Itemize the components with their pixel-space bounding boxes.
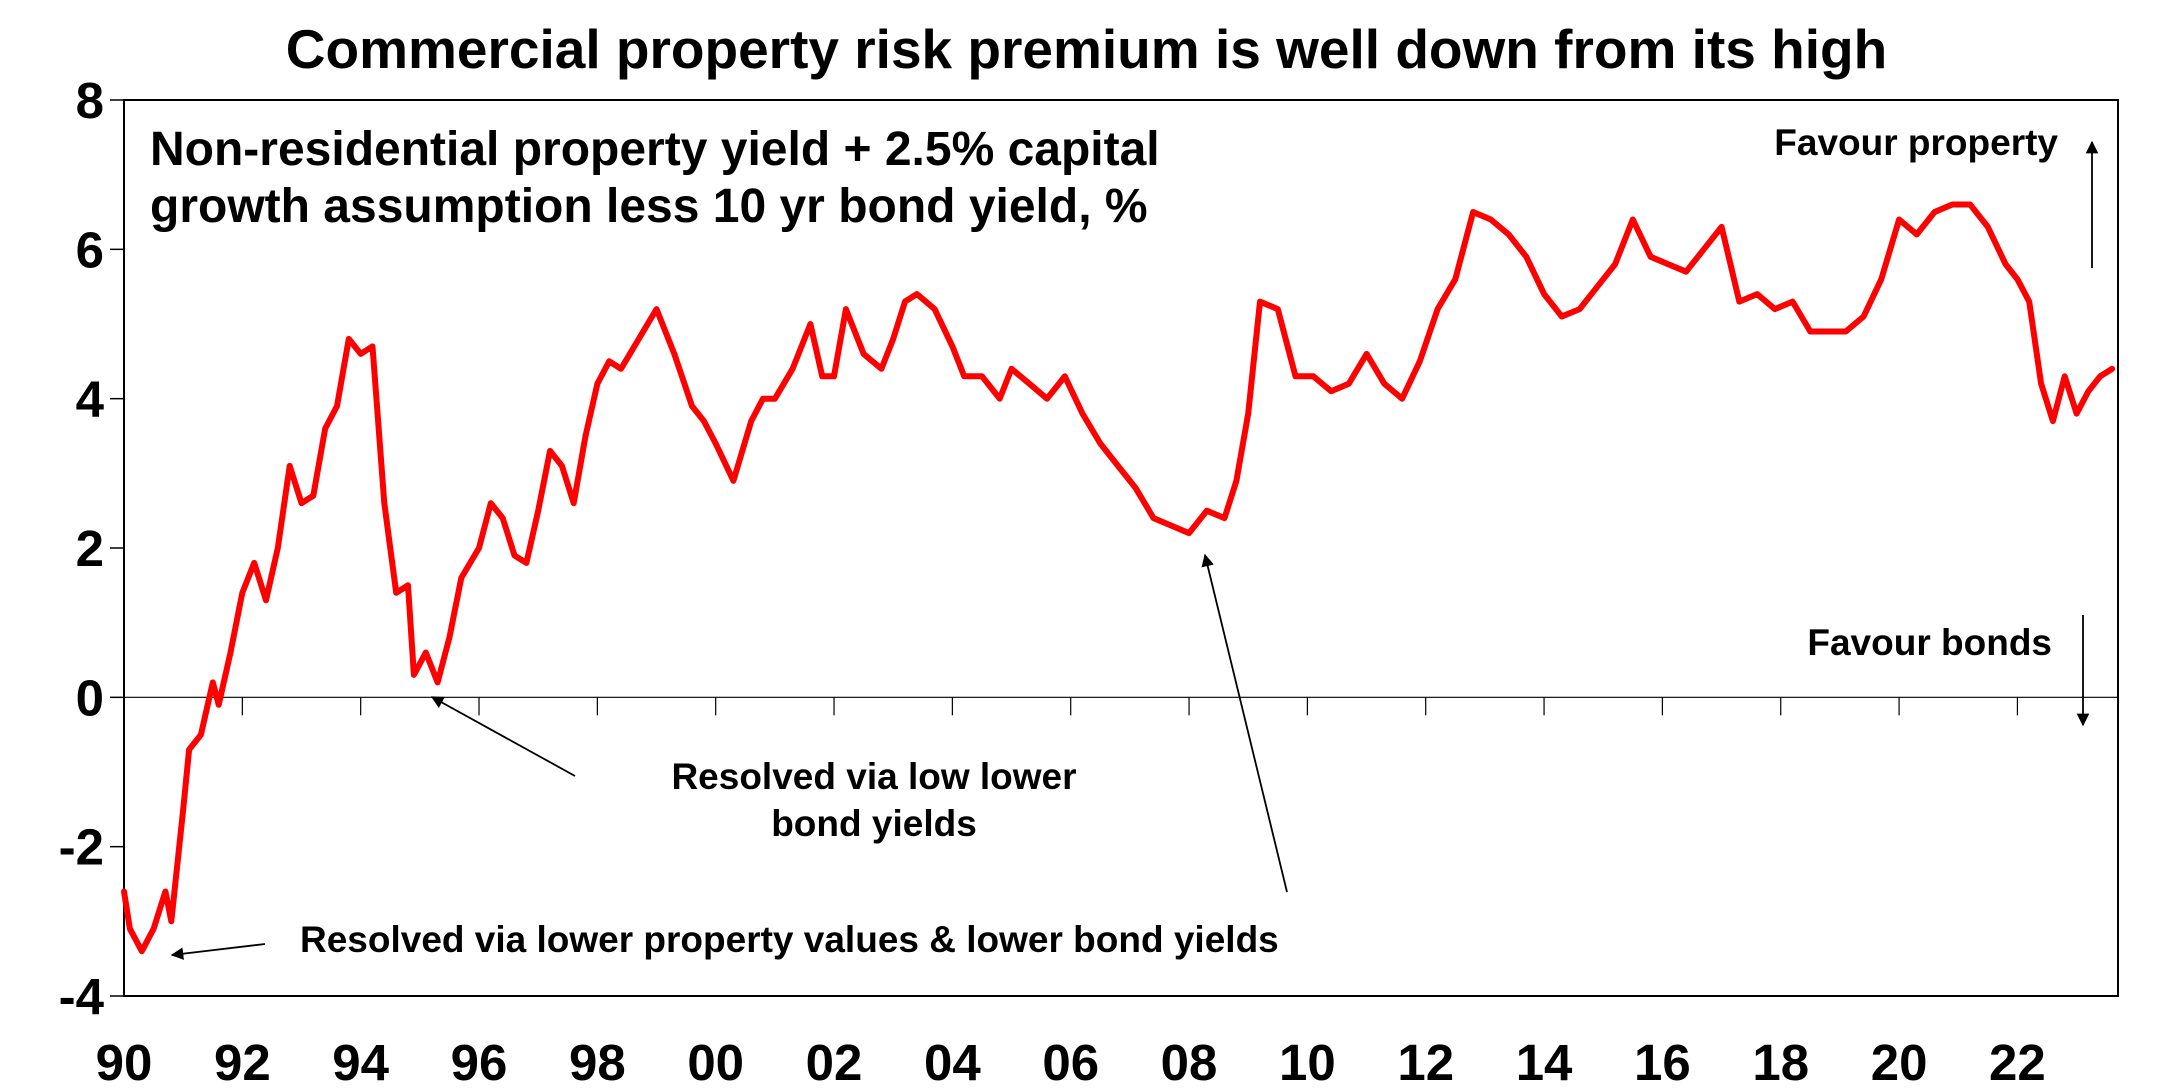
annotation-arrow-1990 <box>170 943 266 960</box>
annotation-resolved-bonds-line-2: bond yields <box>771 803 977 844</box>
x-tick-label: 18 <box>1752 1034 1809 1091</box>
x-axis-labels: 90 92 94 96 98 00 02 04 06 08 10 12 14 16 18 20 22 <box>96 1034 2046 1091</box>
y-tick-label: 4 <box>76 371 105 428</box>
x-tick-label: 20 <box>1871 1034 1928 1091</box>
x-axis-ticks <box>123 697 2019 716</box>
chart-title: Commercial property risk premium is well… <box>285 18 1888 80</box>
y-tick-label: -2 <box>59 819 104 876</box>
annotation-arrow-1995 <box>430 696 576 777</box>
x-tick-label: 10 <box>1279 1034 1336 1091</box>
x-tick-label: 92 <box>214 1034 271 1091</box>
x-tick-label: 16 <box>1634 1034 1691 1091</box>
x-tick-label: 00 <box>687 1034 744 1091</box>
x-tick-label: 94 <box>332 1034 389 1091</box>
x-tick-label: 96 <box>451 1034 508 1091</box>
x-tick-label: 08 <box>1161 1034 1218 1091</box>
y-tick-label: 0 <box>76 669 104 726</box>
subtitle-line-2: growth assumption less 10 yr bond yield,… <box>150 180 1148 233</box>
x-tick-label: 02 <box>806 1034 863 1091</box>
x-tick-label: 06 <box>1042 1034 1099 1091</box>
x-tick-label: 04 <box>924 1034 981 1091</box>
x-tick-label: 12 <box>1397 1034 1454 1091</box>
x-tick-label: 90 <box>96 1034 153 1091</box>
x-tick-label: 14 <box>1516 1034 1573 1091</box>
y-tick-label: 6 <box>76 221 104 278</box>
subtitle-line-1: Non-residential property yield + 2.5% ca… <box>150 123 1160 176</box>
y-tick-label: -4 <box>59 968 105 1025</box>
annotation-resolved-property: Resolved via lower property values & low… <box>300 919 1279 960</box>
annotation-arrow-2008 <box>1201 553 1288 893</box>
favour-property-label: Favour property <box>1774 122 2058 163</box>
y-tick-label: 8 <box>76 72 104 129</box>
y-axis-ticks <box>110 99 124 997</box>
x-tick-label: 22 <box>1989 1034 2046 1091</box>
plot-frame <box>123 99 2119 997</box>
y-tick-label: 2 <box>76 520 104 577</box>
x-tick-label: 98 <box>569 1034 626 1091</box>
y-axis-labels: -4 -2 0 2 4 6 8 <box>59 72 105 1025</box>
series-line <box>121 201 2116 955</box>
favour-bonds-label: Favour bonds <box>1807 622 2052 663</box>
annotation-resolved-bonds-line-1: Resolved via low lower <box>671 756 1076 797</box>
